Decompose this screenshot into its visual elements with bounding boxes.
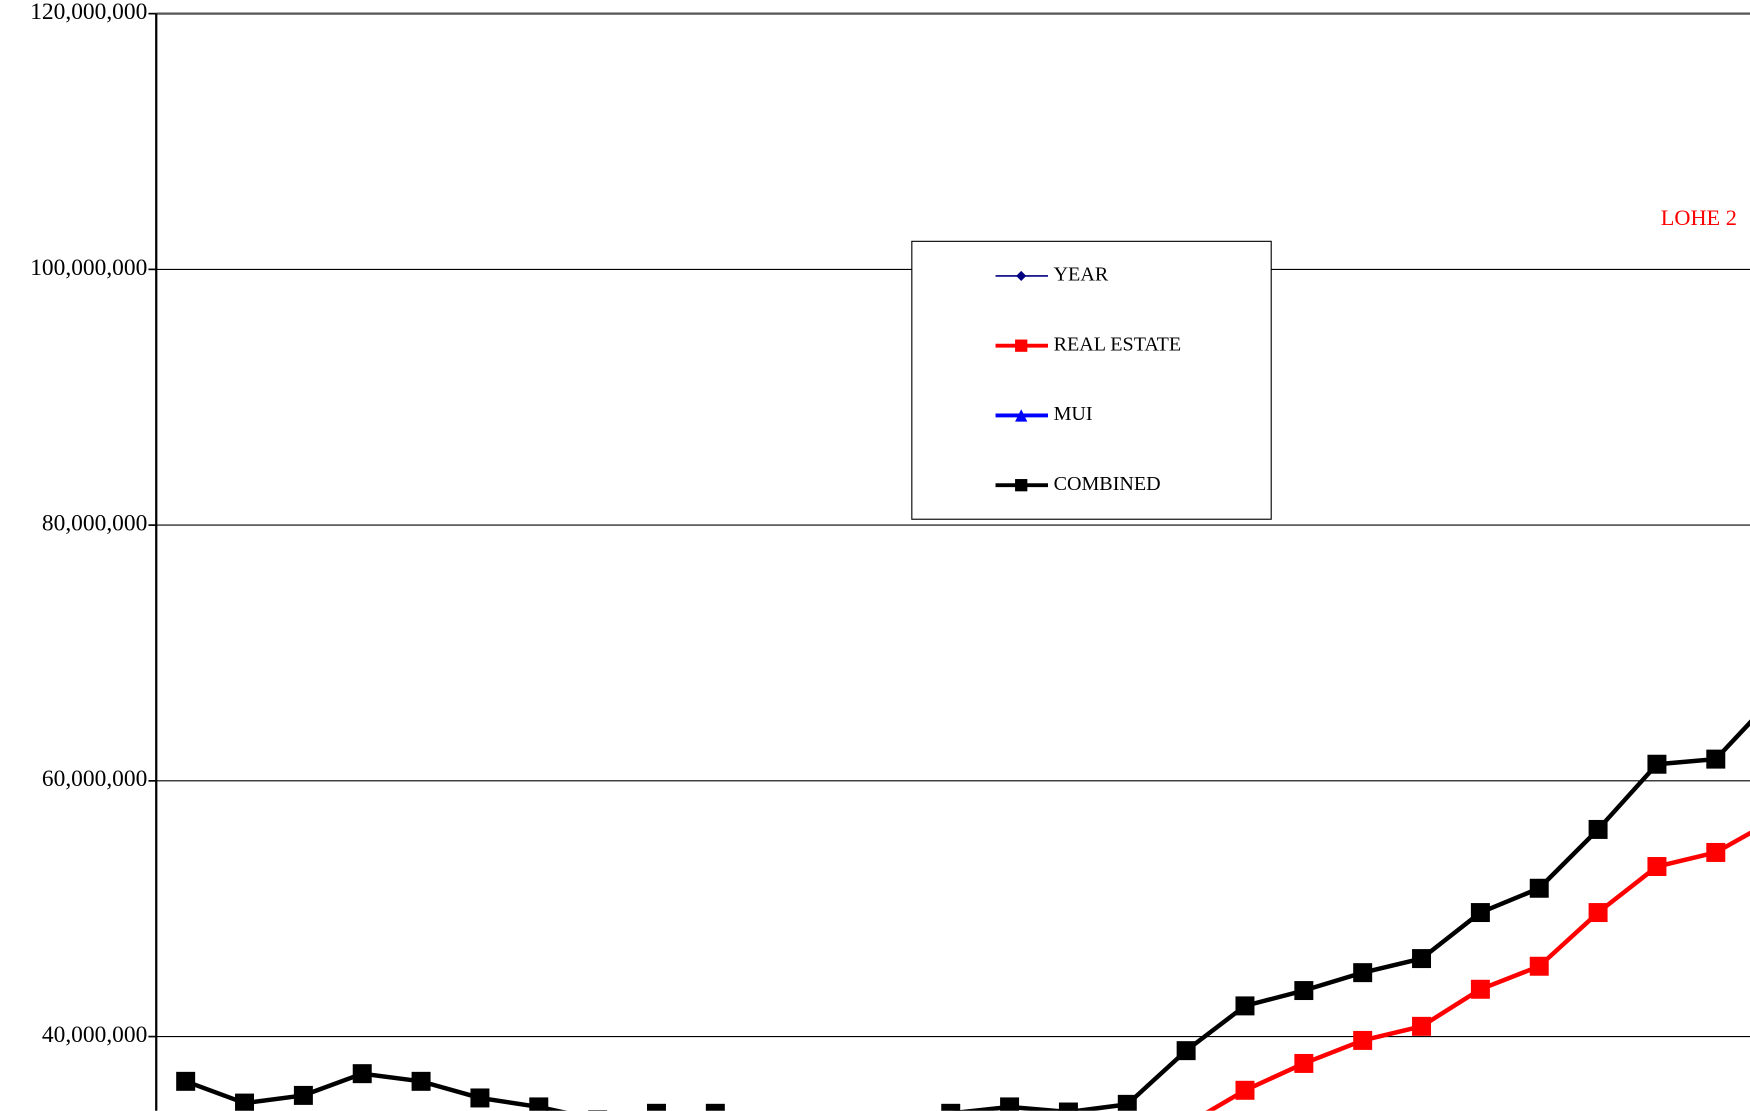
marker xyxy=(529,1097,549,1111)
marker xyxy=(1176,1041,1196,1061)
marker xyxy=(235,1093,255,1111)
marker xyxy=(411,1071,431,1091)
marker xyxy=(1706,842,1726,862)
marker xyxy=(646,1103,666,1111)
marker xyxy=(1412,949,1432,969)
marker xyxy=(352,1064,372,1084)
marker xyxy=(1015,479,1028,492)
marker xyxy=(1294,981,1314,1001)
marker xyxy=(1016,270,1027,281)
marker xyxy=(1235,996,1255,1016)
legend-label: COMBINED xyxy=(1054,473,1161,495)
y-tick-label: 80,000,000 xyxy=(42,510,147,536)
marker xyxy=(1529,956,1549,976)
y-tick-label: 40,000,000 xyxy=(42,1022,147,1048)
marker xyxy=(176,1071,196,1091)
y-tick-label: 120,000,000 xyxy=(30,0,147,25)
grid xyxy=(156,13,1750,1038)
series xyxy=(176,719,1750,1111)
marker xyxy=(941,1103,961,1111)
marker xyxy=(1470,979,1490,999)
marker xyxy=(1000,1097,1020,1111)
marker xyxy=(1470,903,1490,923)
marker xyxy=(1647,857,1667,877)
marker xyxy=(1058,1102,1078,1111)
marker xyxy=(1235,1080,1255,1100)
y-ticks: 40,000,000 60,000,000 80,000,000 100,000,00… xyxy=(30,0,157,1048)
marker xyxy=(1706,749,1726,769)
marker xyxy=(1353,963,1373,983)
y-tick-label: 100,000,000 xyxy=(30,255,147,281)
y-tick-label: 60,000,000 xyxy=(42,766,147,792)
marker xyxy=(1588,903,1608,923)
marker xyxy=(1294,1053,1314,1073)
legend: YEAR REAL ESTATE MUI COMBINED xyxy=(911,240,1272,520)
marker xyxy=(1015,409,1028,422)
legend-label: MUI xyxy=(1054,403,1093,425)
series-line xyxy=(184,719,1750,1111)
marker xyxy=(705,1103,725,1111)
marker xyxy=(1647,754,1667,774)
marker xyxy=(293,1085,313,1105)
marker xyxy=(1529,878,1549,898)
marker xyxy=(1588,819,1608,839)
marker xyxy=(588,1110,608,1111)
legend-box xyxy=(911,240,1272,520)
marker xyxy=(1353,1030,1373,1050)
marker xyxy=(470,1088,490,1108)
legend-label: YEAR xyxy=(1054,264,1109,286)
legend-label: REAL ESTATE xyxy=(1054,333,1182,355)
annotation: LOHE 2 xyxy=(1661,205,1737,230)
marker xyxy=(1117,1094,1137,1111)
marker xyxy=(1412,1016,1432,1036)
marker xyxy=(1015,339,1028,352)
